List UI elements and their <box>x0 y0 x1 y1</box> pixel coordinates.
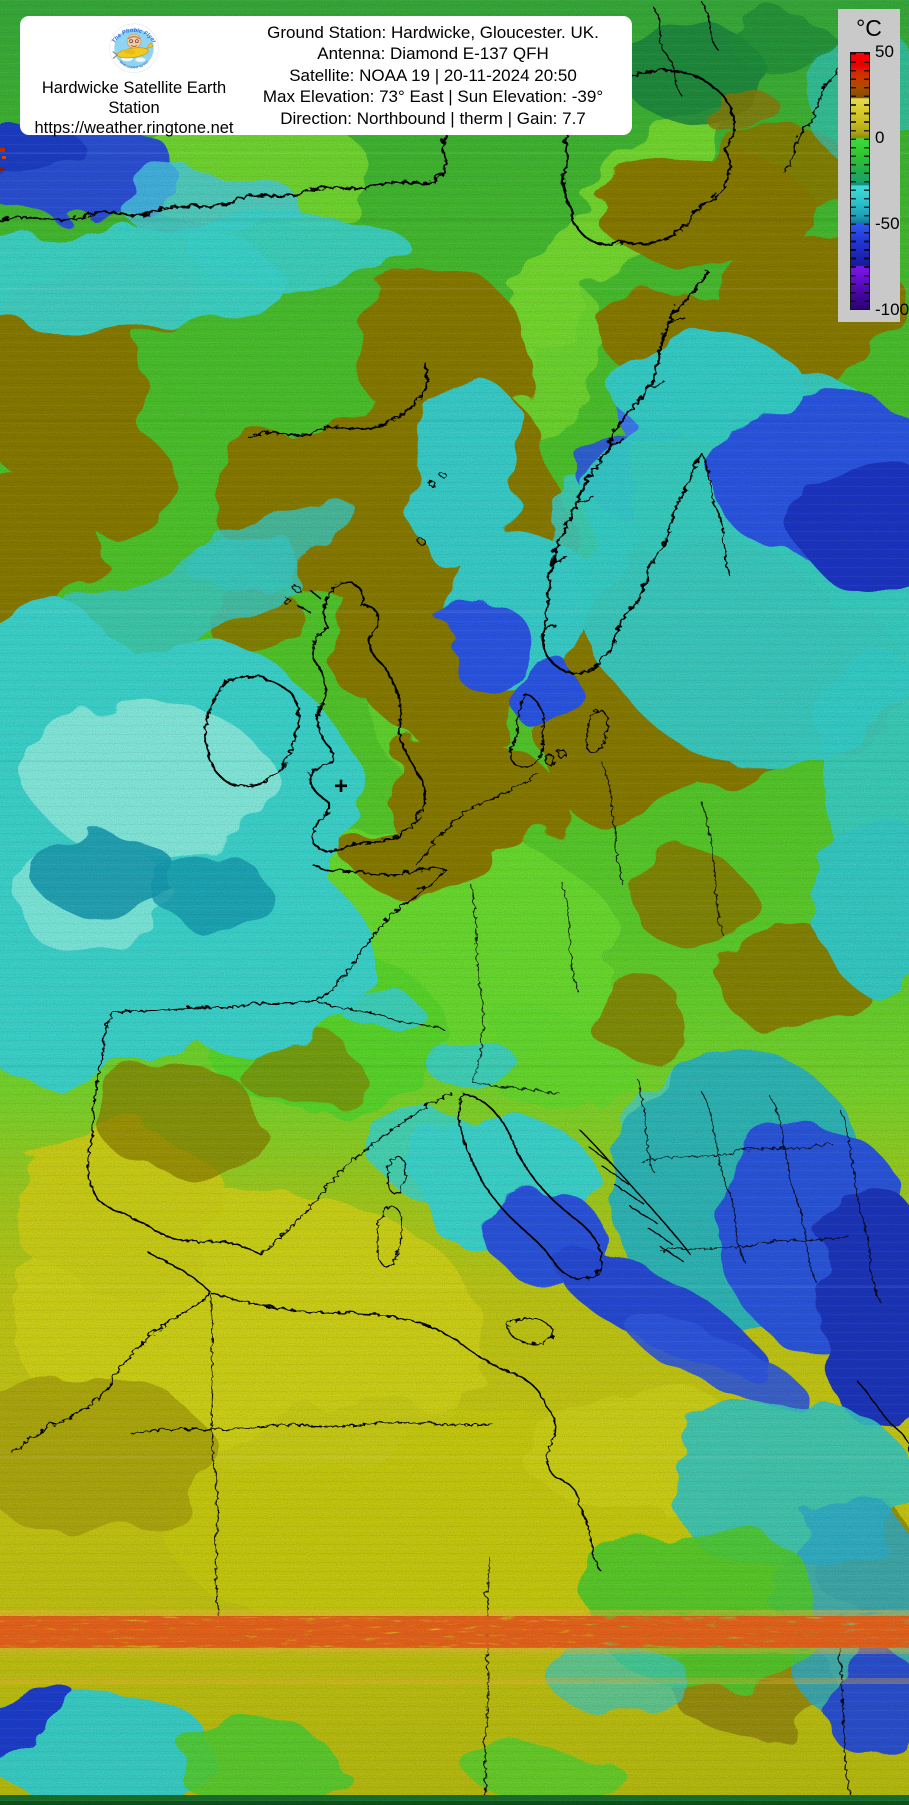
station-name: Hardwicke Satellite Earth Station <box>41 78 227 117</box>
colorbar-tick-0: 0 <box>875 128 885 147</box>
antenna-line: Antenna: Diamond E-137 QFH <box>317 44 549 64</box>
temperature-colorbar: °C 50 0 -50 -100 <box>838 9 909 322</box>
pass-details: Ground Station: Hardwicke, Gloucester. U… <box>248 22 632 130</box>
station-url: https://weather.ringtone.net <box>34 118 234 137</box>
ground-station-infobox: The Phobic Flyer WHO LEARNT TO FLY Hardw… <box>20 14 632 138</box>
elevation-line: Max Elevation: 73° East | Sun Elevation:… <box>262 87 604 107</box>
pilot-logo-icon: The Phobic Flyer WHO LEARNT TO FLY <box>109 23 159 73</box>
ground-station-marker: + <box>334 773 348 800</box>
colorbar-title: °C <box>856 15 882 41</box>
colorbar-gradient <box>850 52 870 310</box>
satellite-line: Satellite: NOAA 19 | 20-11-2024 20:50 <box>289 65 577 85</box>
colorbar-tick-minus100: -100 <box>875 300 909 319</box>
direction-line: Direction: Northbound | therm | Gain: 7.… <box>280 108 586 128</box>
colorbar-tick-minus50: -50 <box>875 214 900 233</box>
station-identity: The Phobic Flyer WHO LEARNT TO FLY Hardw… <box>20 14 248 138</box>
colorbar-tick-50: 50 <box>875 42 894 61</box>
station-logo: The Phobic Flyer WHO LEARNT TO FLY <box>105 18 163 76</box>
ground-station-line: Ground Station: Hardwicke, Gloucester. U… <box>267 22 599 42</box>
